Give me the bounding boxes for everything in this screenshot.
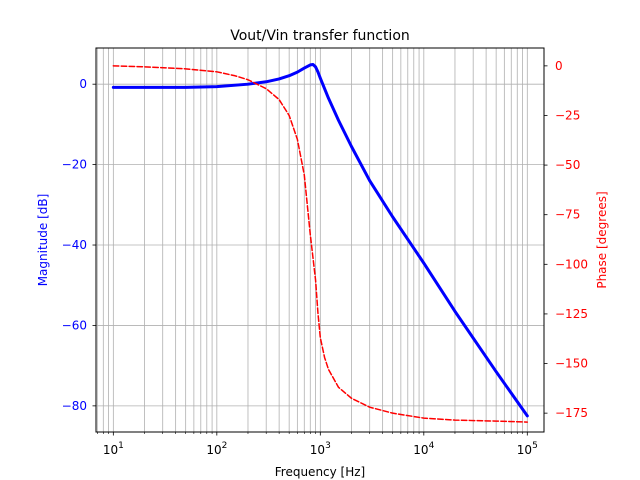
y-axis-ticks: 0 −20 −40 −60 −80 [62, 77, 96, 413]
y2-tick-label: −50 [555, 158, 580, 172]
x-tick-label: 101 [103, 441, 124, 457]
y-tick-label: −60 [62, 318, 87, 332]
y2-axis-title: Phase [degrees] [595, 191, 609, 288]
y2-tick-label: −100 [555, 257, 588, 271]
x-tick-label: 102 [206, 441, 227, 457]
y-axis-title: Magnitude [dB] [36, 194, 50, 287]
x-tick-label-base: 10 [517, 443, 532, 457]
y2-tick-label: −25 [555, 108, 580, 122]
data-series [111, 62, 529, 423]
grid-lines [96, 48, 544, 432]
x-tick-label-exponent: 3 [325, 441, 331, 451]
x-axis-title: Frequency [Hz] [275, 465, 366, 479]
magnitude-series-line [111, 62, 529, 418]
y-tick-label: −20 [62, 158, 87, 172]
x-tick-label-exponent: 1 [118, 441, 124, 451]
x-axis-ticks: 101 102 103 104 105 [97, 432, 538, 457]
x-tick-label-base: 10 [413, 443, 428, 457]
y2-tick-label: −150 [555, 357, 588, 371]
y2-tick-label: −125 [555, 307, 588, 321]
y-tick-label: −80 [62, 399, 87, 413]
y2-tick-label: −175 [555, 406, 588, 420]
x-tick-label: 103 [310, 441, 331, 457]
x-tick-label: 105 [517, 441, 538, 457]
x-tick-label-exponent: 2 [222, 441, 228, 451]
y2-tick-label: 0 [555, 59, 563, 73]
phase-series-line [112, 65, 529, 423]
y-tick-label: −40 [62, 238, 87, 252]
y2-tick-label: −75 [555, 208, 580, 222]
y2-axis-ticks: 0 −25 −50 −75 −100 −125 −150 −175 [544, 59, 588, 420]
x-tick-label-base: 10 [103, 443, 118, 457]
x-tick-label: 104 [413, 441, 434, 457]
x-tick-label-base: 10 [310, 443, 325, 457]
x-tick-label-exponent: 5 [532, 441, 538, 451]
y-tick-label: 0 [79, 77, 87, 91]
chart-title: Vout/Vin transfer function [230, 28, 410, 44]
x-tick-label-base: 10 [206, 443, 221, 457]
x-tick-label-exponent: 4 [429, 441, 435, 451]
